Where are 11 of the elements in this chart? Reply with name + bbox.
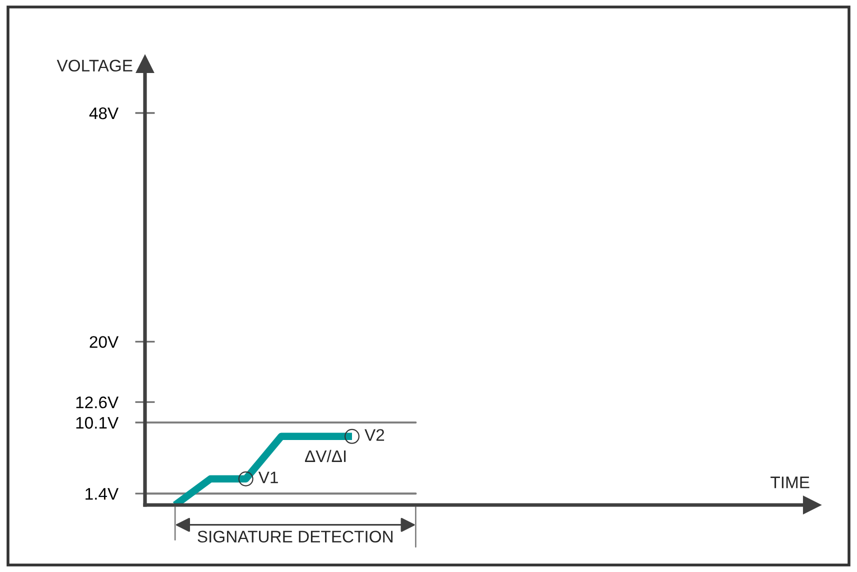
y-tick-label: 48V	[89, 107, 119, 120]
annotation: ΔV/ΔI	[304, 450, 346, 462]
y-tick-label: 20V	[90, 336, 119, 348]
y-axis-title: VOLTAGE	[56, 60, 132, 72]
text: SIGNATURE DETECTION	[198, 530, 392, 543]
y-tick-label: 12.6V	[76, 396, 119, 408]
y-tick-label: 1.4V	[86, 488, 119, 500]
text: TIME	[770, 476, 810, 488]
annotation: V1	[258, 472, 278, 484]
annotation: V2	[364, 429, 384, 441]
y-tick-label: 10.1V	[76, 416, 119, 429]
